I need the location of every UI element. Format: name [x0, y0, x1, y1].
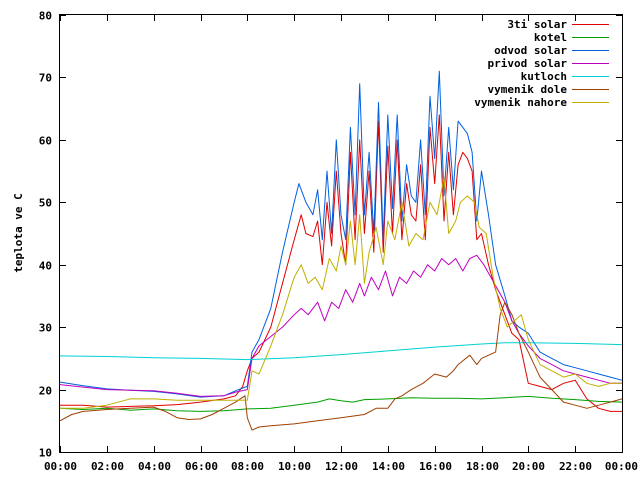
legend-label: vymenik nahore [474, 96, 567, 109]
series-line-6 [59, 301, 623, 431]
x-tick-label: 16:00 [419, 460, 452, 473]
y-tick-label: 20 [39, 385, 52, 398]
y-tick-label: 60 [39, 135, 52, 148]
series-line-1 [60, 114, 622, 412]
x-tick-label: 00:00 [44, 460, 77, 473]
series-line-7 [60, 176, 622, 409]
legend-label: 3ti solar [507, 18, 567, 31]
x-tick-label: 18:00 [466, 460, 499, 473]
y-tick-label: 70 [39, 72, 52, 85]
legend-label: privod solar [488, 57, 568, 70]
x-tick-label: 14:00 [372, 460, 405, 473]
plot-frame [59, 14, 623, 453]
x-tick-label: 12:00 [325, 460, 358, 473]
y-tick-label: 10 [39, 447, 52, 460]
y-tick-label: 80 [39, 10, 52, 23]
x-tick-label: 10:00 [278, 460, 311, 473]
x-tick-label: 02:00 [91, 460, 124, 473]
x-tick-label: 20:00 [512, 460, 545, 473]
x-tick-label: 04:00 [138, 460, 171, 473]
legend-label: kotel [534, 31, 567, 44]
legend-label: vymenik dole [488, 83, 568, 96]
y-axis-title: teplota ve C [12, 193, 25, 272]
y-tick-label: 40 [39, 260, 52, 273]
y-tick-label: 50 [39, 197, 52, 210]
x-tick-label: 22:00 [559, 460, 592, 473]
legend-label: odvod solar [494, 44, 567, 57]
legend-label: kutloch [521, 70, 567, 83]
y-tick-label: 30 [39, 322, 52, 335]
series-lines [59, 70, 623, 431]
x-tick-label: 08:00 [231, 460, 264, 473]
y-tick-marks [60, 15, 622, 453]
x-tick-label: 00:00 [605, 460, 638, 473]
series-line-5 [59, 342, 623, 361]
x-tick-marks [60, 15, 623, 452]
x-tick-label: 06:00 [185, 460, 218, 473]
x-tick-labels: 00:00 02:00 04:00 06:00 08:00 10:00 12:00 14:00… [44, 460, 638, 473]
series-line-3 [59, 70, 623, 398]
series-line-4 [59, 254, 622, 397]
y-tick-labels: 10 20 30 40 50 60 70 80 [39, 10, 52, 460]
